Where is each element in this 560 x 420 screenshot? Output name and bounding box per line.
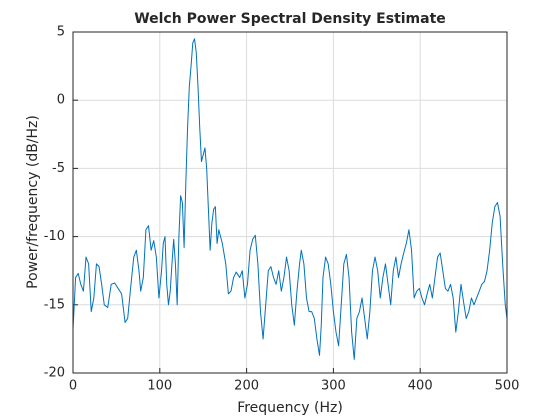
y-tick-label: -15 xyxy=(44,297,65,312)
x-tick-label: 100 xyxy=(147,379,172,394)
x-tick-label: 400 xyxy=(408,379,433,394)
data-line xyxy=(72,38,508,360)
x-tick-label: 300 xyxy=(321,379,346,394)
plot-frame xyxy=(72,31,508,374)
x-tick-label: 500 xyxy=(495,379,520,394)
x-tick-label: 200 xyxy=(234,379,259,394)
y-tick-label: -20 xyxy=(44,366,65,381)
y-axis-label: Power/frequency (dB/Hz) xyxy=(25,115,41,289)
y-tick-label: 5 xyxy=(57,25,65,40)
y-tick-label: -10 xyxy=(44,229,65,244)
y-tick-label: 0 xyxy=(57,93,65,108)
x-axis-label: Frequency (Hz) xyxy=(237,400,343,416)
y-tick-label: -5 xyxy=(52,161,65,176)
x-tick-label: 0 xyxy=(69,379,77,394)
chart-title: Welch Power Spectral Density Estimate xyxy=(134,11,446,27)
